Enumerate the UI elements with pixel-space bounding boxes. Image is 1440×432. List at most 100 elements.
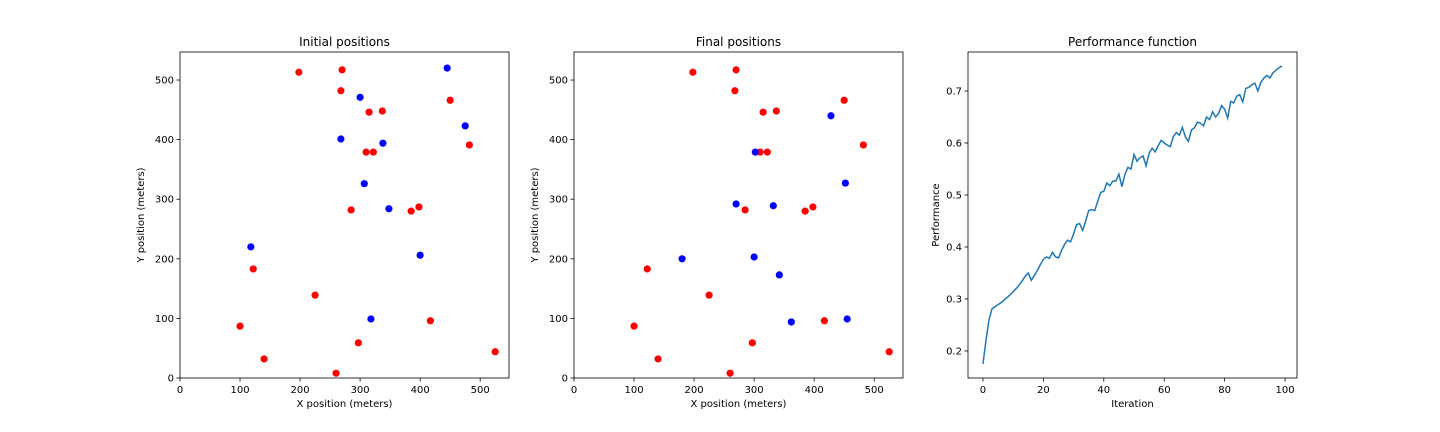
point [775, 271, 783, 279]
x-tick-label: 100 [230, 385, 249, 396]
point [705, 291, 713, 299]
x-tick-label: 100 [1276, 385, 1295, 396]
point [446, 96, 454, 104]
x-tick-label: 400 [805, 385, 824, 396]
point [748, 339, 756, 347]
y-tick-label: 0.2 [946, 346, 962, 357]
point [347, 206, 355, 214]
y-tick-label: 0 [562, 374, 568, 385]
point [365, 108, 373, 116]
y-tick-label: 0.7 [946, 86, 962, 97]
x-tick-label: 80 [1218, 385, 1231, 396]
x-tick-label: 0 [571, 385, 577, 396]
y-tick-label: 400 [155, 135, 174, 146]
x-axis-label: X position (meters) [691, 399, 787, 410]
point [461, 122, 469, 130]
x-tick-label: 20 [1037, 385, 1050, 396]
y-tick-label: 0.5 [946, 190, 962, 201]
y-tick-label: 300 [549, 195, 568, 206]
point [809, 203, 817, 211]
point [236, 322, 244, 330]
y-tick-label: 0 [168, 374, 174, 385]
x-tick-label: 100 [624, 385, 643, 396]
point [354, 339, 362, 347]
x-tick-label: 40 [1097, 385, 1110, 396]
point [465, 141, 473, 149]
point [379, 139, 387, 147]
y-tick-label: 0.3 [946, 294, 962, 305]
point [732, 66, 740, 74]
point [337, 135, 345, 143]
point [332, 369, 340, 377]
x-tick-label: 200 [291, 385, 310, 396]
x-tick-label: 200 [685, 385, 704, 396]
point [859, 141, 867, 149]
point [491, 348, 499, 356]
y-tick-label: 500 [549, 76, 568, 87]
point [763, 148, 771, 156]
y-tick-label: 400 [549, 135, 568, 146]
point [338, 66, 346, 74]
point [840, 96, 848, 104]
x-axis-label: Iteration [1111, 399, 1153, 410]
y-tick-label: 200 [549, 254, 568, 265]
point [369, 148, 377, 156]
point [337, 87, 345, 95]
point [772, 107, 780, 115]
point [689, 68, 697, 76]
x-tick-label: 60 [1158, 385, 1171, 396]
point [769, 202, 777, 210]
y-tick-label: 0.6 [946, 138, 962, 149]
point [741, 206, 749, 214]
point [311, 291, 319, 299]
point [356, 93, 364, 101]
point [820, 317, 828, 325]
point [732, 200, 740, 208]
point [751, 148, 759, 156]
point [630, 322, 638, 330]
x-tick-label: 400 [411, 385, 430, 396]
point [362, 148, 370, 156]
plot-frame [573, 51, 904, 379]
point [841, 179, 849, 187]
y-axis-label: Y position (meters) [136, 167, 147, 263]
point [827, 112, 835, 120]
point [385, 205, 393, 213]
point [415, 203, 423, 211]
point [731, 87, 739, 95]
x-tick-label: 500 [865, 385, 884, 396]
x-tick-label: 0 [177, 385, 183, 396]
y-tick-label: 500 [155, 76, 174, 87]
chart-title: Final positions [696, 35, 781, 49]
point [416, 251, 424, 259]
point [787, 318, 795, 326]
x-tick-label: 500 [471, 385, 490, 396]
y-tick-label: 300 [155, 195, 174, 206]
point [367, 315, 375, 323]
point [643, 265, 651, 273]
point [801, 207, 809, 215]
y-tick-label: 200 [155, 254, 174, 265]
point [295, 68, 303, 76]
point [843, 315, 851, 323]
point [249, 265, 257, 273]
x-axis-label: X position (meters) [297, 399, 393, 410]
point [378, 107, 386, 115]
x-tick-label: 300 [351, 385, 370, 396]
y-axis-label: Performance [931, 183, 942, 246]
point [443, 64, 451, 72]
line [982, 65, 1283, 365]
y-tick-label: 0.4 [946, 242, 962, 253]
point [726, 369, 734, 377]
point [360, 180, 368, 188]
point [247, 243, 255, 251]
point [750, 253, 758, 261]
chart-title: Initial positions [299, 35, 390, 49]
point [426, 317, 434, 325]
point [654, 355, 662, 363]
point [885, 348, 893, 356]
plot-frame [179, 51, 510, 379]
y-tick-label: 100 [155, 314, 174, 325]
point [759, 108, 767, 116]
